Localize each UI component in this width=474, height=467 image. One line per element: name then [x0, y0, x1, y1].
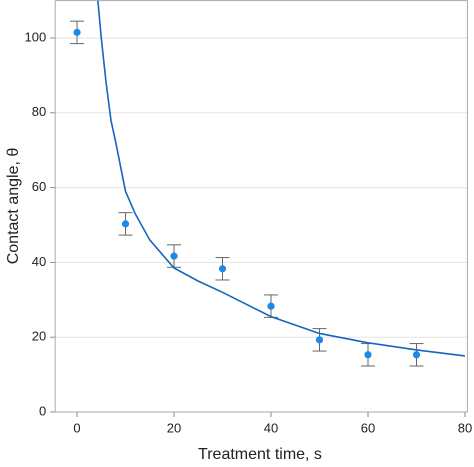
y-tick-label: 20: [32, 329, 46, 344]
data-point: [218, 265, 227, 273]
x-tick-label: 40: [264, 420, 278, 435]
x-axis-title: Treatment time, s: [198, 446, 322, 463]
y-tick-label: 80: [32, 104, 46, 119]
y-tick-label: 60: [32, 179, 46, 194]
data-point: [267, 302, 275, 310]
data-point: [364, 351, 372, 359]
x-tick-label: 20: [167, 420, 181, 435]
plot-frame: [54, 0, 468, 413]
data-point: [412, 351, 421, 359]
data-point: [121, 220, 130, 228]
y-tick-label: 0: [39, 403, 46, 418]
x-tick-label: 80: [458, 420, 472, 435]
data-point: [315, 336, 324, 344]
x-tick-label: 60: [361, 420, 375, 435]
data-point: [73, 28, 81, 36]
y-tick-label: 100: [24, 29, 46, 44]
fit-line: [97, 0, 466, 357]
y-tick-label: 40: [32, 254, 46, 269]
data-point: [170, 252, 178, 260]
x-tick-label: 0: [73, 420, 80, 435]
y-axis-title: Contact angle, θ: [5, 148, 22, 265]
